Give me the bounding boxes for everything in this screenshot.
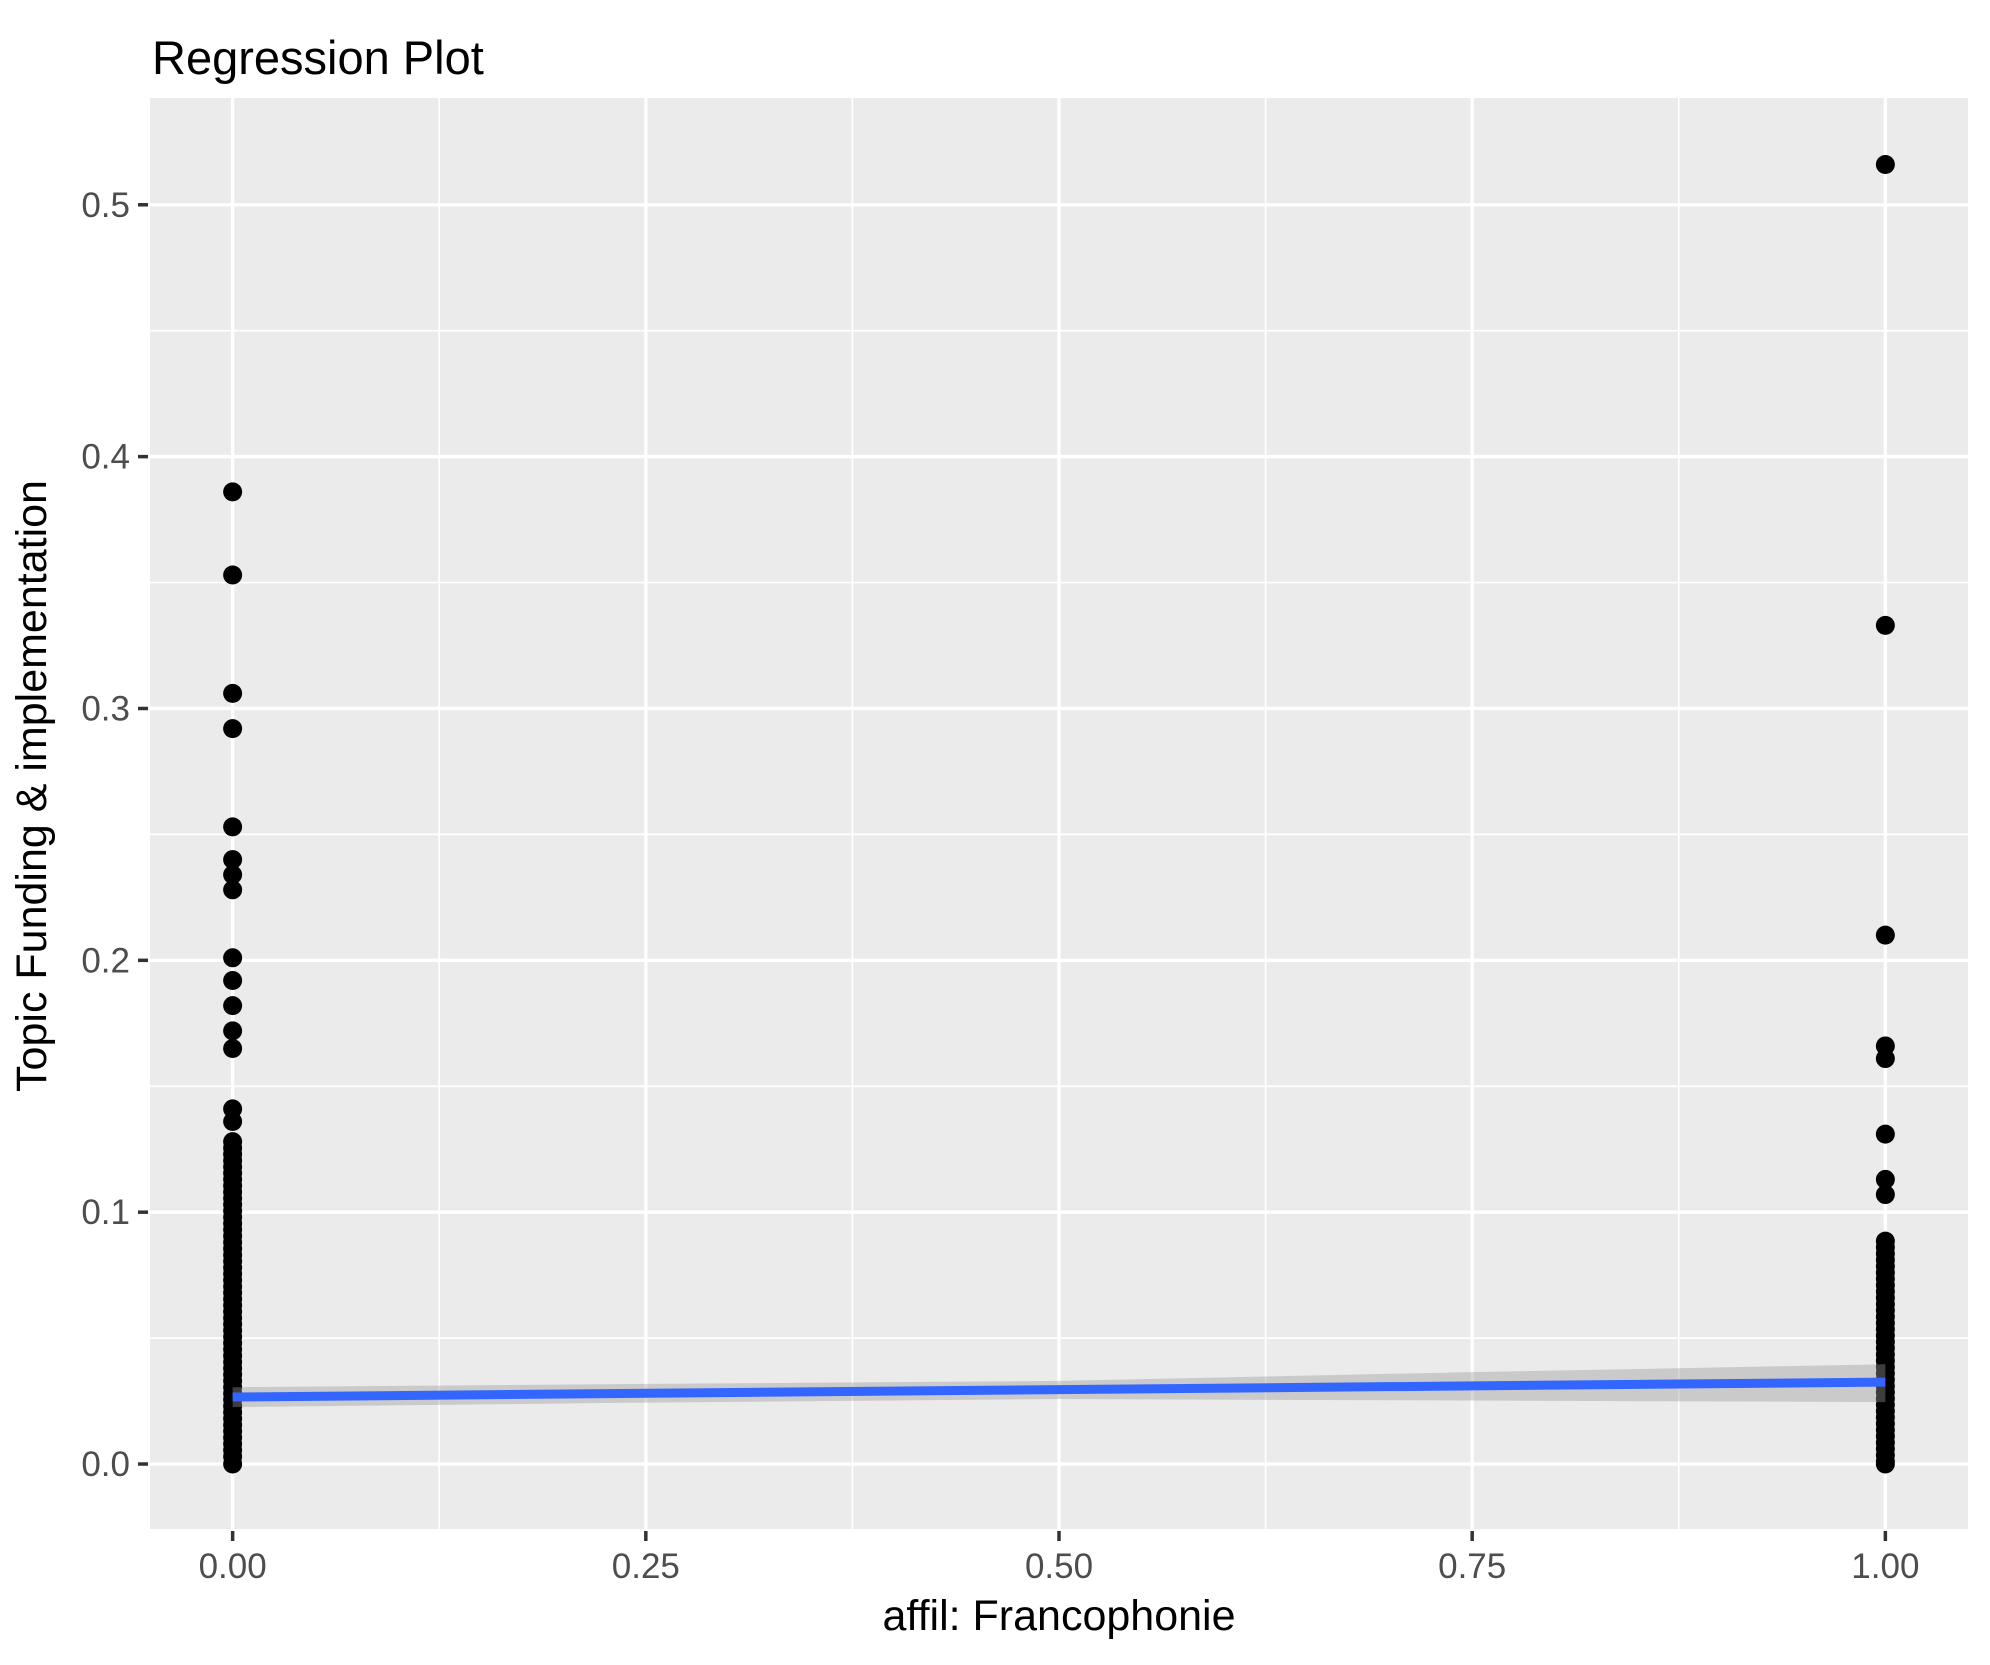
scatter-point bbox=[223, 1038, 243, 1058]
scatter-point bbox=[1875, 1454, 1895, 1474]
regression-line bbox=[232, 1377, 1886, 1402]
chart-title: Regression Plot bbox=[152, 31, 484, 84]
scatter-point bbox=[223, 1112, 243, 1132]
scatter-point bbox=[1875, 1049, 1895, 1069]
scatter-point bbox=[223, 850, 243, 870]
regression-line-segment bbox=[232, 1377, 1886, 1402]
scatter-point bbox=[223, 683, 243, 703]
y-tick-label: 0.3 bbox=[81, 689, 130, 728]
x-tick-label: 0.00 bbox=[199, 1547, 267, 1586]
scatter-point bbox=[1875, 1124, 1895, 1144]
y-tick-label: 0.5 bbox=[81, 186, 130, 225]
axis-tick-marks bbox=[138, 203, 1888, 1541]
y-axis-tick-labels: 0.0 0.1 0.2 0.3 0.4 0.5 bbox=[81, 186, 130, 1484]
scatter-point bbox=[223, 996, 243, 1016]
scatter-point bbox=[1875, 1169, 1895, 1189]
scatter-point bbox=[223, 482, 243, 502]
scatter-point bbox=[1875, 615, 1895, 635]
y-tick-label: 0.1 bbox=[81, 1193, 130, 1232]
x-tick-label: 0.50 bbox=[1025, 1547, 1093, 1586]
data-points bbox=[223, 154, 1895, 1474]
x-tick-label: 1.00 bbox=[1851, 1547, 1919, 1586]
x-tick-label: 0.25 bbox=[612, 1547, 680, 1586]
scatter-point bbox=[1875, 925, 1895, 945]
x-axis-tick-labels: 0.00 0.25 0.50 0.75 1.00 bbox=[199, 1547, 1920, 1586]
scatter-point bbox=[223, 719, 243, 739]
y-tick-label: 0.4 bbox=[81, 438, 130, 477]
scatter-point bbox=[223, 1454, 243, 1474]
scatter-point bbox=[223, 948, 243, 968]
scatter-point bbox=[223, 880, 243, 900]
scatter-point bbox=[223, 565, 243, 585]
scatter-point bbox=[223, 865, 243, 885]
scatter-point bbox=[1875, 1185, 1895, 1205]
y-tick-label: 0.2 bbox=[81, 941, 130, 980]
x-tick-label: 0.75 bbox=[1438, 1547, 1506, 1586]
y-tick-label: 0.0 bbox=[81, 1445, 130, 1484]
scatter-point bbox=[223, 970, 243, 990]
scatter-point bbox=[223, 817, 243, 837]
x-axis-title: affil: Francophonie bbox=[883, 1592, 1236, 1640]
scatter-point bbox=[223, 1021, 243, 1041]
y-axis-title: Topic Funding & implementation bbox=[8, 480, 56, 1092]
scatter-point bbox=[1875, 154, 1895, 174]
